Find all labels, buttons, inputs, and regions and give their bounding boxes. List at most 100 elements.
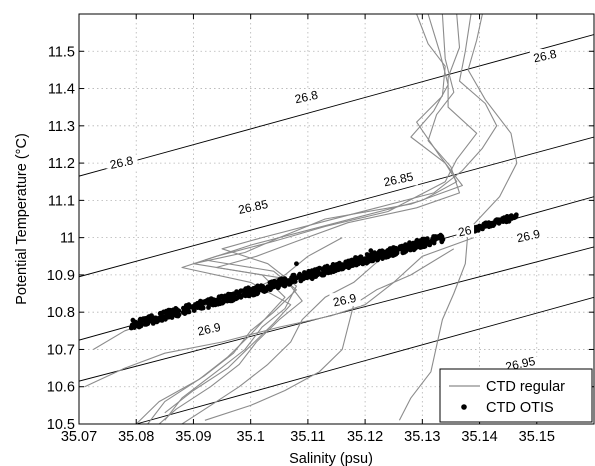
legend: CTD regular CTD OTIS (439, 368, 593, 423)
ctd-otis-point (426, 240, 431, 246)
ctd-otis-point (245, 286, 250, 292)
ctd-otis-point (294, 261, 299, 267)
ctd-otis-point (320, 267, 326, 272)
legend-dot-swatch (461, 404, 467, 410)
legend-entry-ctd-regular: CTD regular (486, 379, 565, 395)
ctd-otis-point (439, 239, 445, 245)
ctd-otis-point (286, 280, 292, 286)
ctd-otis-point (182, 311, 188, 316)
ctd-otis-point (164, 310, 169, 315)
contour-labels: 26.826.826.826.8526.8526.926.926.926.952… (106, 47, 561, 374)
ctd-otis-point (432, 236, 437, 242)
ctd-otis-point (415, 244, 421, 250)
x-tick-label: 35.09 (175, 429, 211, 445)
ctd-otis-point (184, 307, 190, 313)
ctd-otis-point (233, 296, 238, 302)
ctd-otis-point (245, 293, 251, 298)
ctd-otis-point (252, 292, 257, 298)
ctd-otis-point (154, 319, 160, 325)
y-tick-label: 11 (60, 231, 75, 247)
y-tick-label: 10.8 (47, 305, 75, 321)
ctd-regular-profile (164, 14, 478, 414)
ctd-otis-point (388, 246, 394, 252)
ctd-otis-point (157, 311, 163, 316)
x-tick-label: 35.11 (290, 429, 325, 445)
ctd-otis-point (253, 285, 258, 291)
ctd-otis-point (414, 238, 420, 243)
grid (79, 14, 594, 424)
ctd-otis-point (388, 250, 394, 256)
ctd-regular-profile (204, 248, 455, 421)
ctd-otis-point (289, 275, 294, 280)
ctd-otis-point (206, 305, 211, 310)
contour-label-bg (529, 48, 561, 62)
ctd-otis-point (490, 221, 495, 227)
plot-frame (78, 13, 595, 425)
ctd-otis-point (297, 274, 303, 280)
ctd-otis-point (476, 223, 482, 229)
y-tick-label: 11.4 (48, 82, 75, 98)
ctd-otis-point (355, 261, 361, 267)
ctd-otis-point (273, 280, 279, 286)
ctd-otis-point (384, 253, 390, 259)
ctd-otis-point (420, 243, 426, 249)
contour-label-bg (234, 199, 273, 213)
y-tick-label: 11.2 (48, 156, 75, 172)
contour-label: 26.85 (382, 169, 415, 189)
density-contour-line (136, 296, 594, 424)
ctd-otis-series (128, 212, 519, 331)
y-tick-label: 10.5 (47, 417, 75, 433)
contour-label: 26.9 (332, 291, 358, 310)
ctd-otis-point (185, 302, 191, 308)
ctd-regular-profile (135, 14, 463, 424)
ctd-otis-point (200, 305, 205, 311)
ctd-otis-point (141, 317, 147, 323)
ctd-otis-point (191, 308, 197, 313)
y-tick-label: 10.6 (47, 380, 75, 396)
ctd-otis-point (160, 315, 166, 321)
ctd-otis-point (339, 264, 345, 269)
ctd-otis-point (439, 235, 444, 241)
ctd-otis-point (336, 261, 341, 267)
contour-label: 26.8 (293, 88, 319, 107)
y-axis-label: Potential Temperature (°C) (14, 133, 30, 305)
ctd-otis-point (221, 294, 227, 299)
contour-label: 26.85 (237, 197, 270, 217)
ctd-otis-point (352, 257, 358, 262)
contour-label-bg (329, 293, 361, 307)
ctd-otis-point (136, 322, 142, 327)
ctd-otis-point (174, 306, 180, 312)
ctd-otis-point (349, 260, 354, 265)
y-tick-label: 11.3 (48, 119, 75, 135)
ctd-otis-point (379, 252, 385, 257)
ctd-otis-point (313, 269, 318, 274)
ctd-otis-point (145, 317, 150, 322)
ctd-otis-point (328, 266, 334, 271)
ctd-otis-point (481, 221, 487, 227)
ctd-otis-point (302, 273, 307, 279)
x-axis-label: Salinity (psu) (289, 451, 373, 466)
contour-label: 26.9 (196, 320, 222, 339)
ctd-regular-profile (84, 237, 474, 388)
contour-label-bg (106, 155, 138, 169)
contour-label: 26 (457, 223, 473, 240)
legend-box (439, 368, 593, 423)
x-tick-label: 35.15 (519, 429, 555, 445)
ctd-otis-point (343, 262, 349, 268)
ctd-otis-point (216, 300, 222, 306)
ctd-otis-point (475, 228, 481, 233)
ctd-otis-point (142, 322, 148, 327)
ctd-otis-point (513, 214, 518, 220)
y-axis-ticks: 10.5 10.6 10.7 10.8 10.9 11 11.1 11.2 11.3 11.4 11… (47, 44, 594, 433)
ctd-otis-point (407, 246, 413, 252)
ctd-otis-point (322, 270, 328, 276)
ctd-otis-point (205, 297, 211, 303)
ctd-otis-point (263, 288, 269, 294)
ctd-regular-profile (164, 14, 498, 421)
contour-label-bg (513, 229, 545, 243)
density-contour-line (79, 34, 594, 177)
x-axis-ticks: 35.07 35.08 35.09 35.1 35.11 35.12 35.13 35.14 3… (61, 14, 555, 445)
ctd-otis-point (225, 298, 231, 304)
ctd-otis-point (486, 222, 492, 227)
ctd-otis-point (368, 248, 374, 254)
